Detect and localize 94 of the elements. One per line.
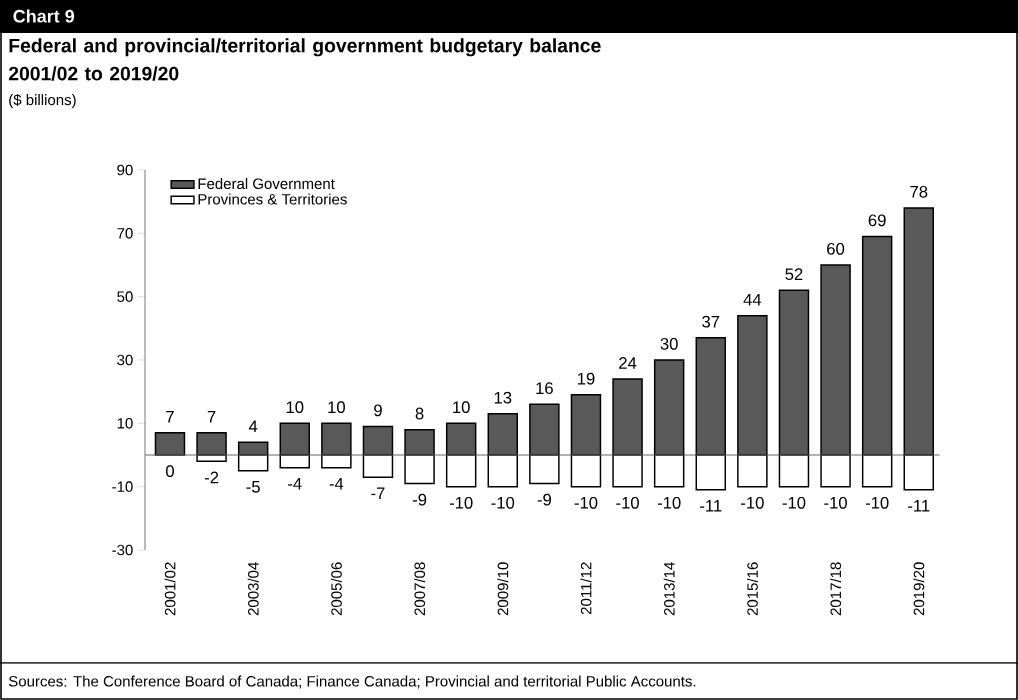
data-label: -7 bbox=[371, 487, 385, 499]
data-label: -5 bbox=[246, 481, 260, 493]
x-tick-label: 2015/16 bbox=[746, 562, 758, 616]
y-tick-label: 70 bbox=[117, 228, 133, 239]
bar bbox=[570, 454, 602, 488]
legend-label: Federal Government bbox=[198, 178, 335, 190]
data-label: -10 bbox=[449, 496, 473, 509]
data-label: 0 bbox=[165, 465, 174, 478]
data-label: 24 bbox=[619, 357, 637, 369]
bar bbox=[487, 454, 518, 488]
bar bbox=[861, 454, 893, 488]
data-label: -10 bbox=[574, 496, 598, 509]
data-label: -10 bbox=[865, 496, 889, 509]
bar bbox=[487, 413, 518, 456]
bar bbox=[861, 235, 893, 456]
bar bbox=[321, 422, 352, 456]
chart-subtitle: Federal and provincial/territorial government budgetary balance 2001/02 to 2019/20 bbox=[8, 38, 601, 81]
bar bbox=[612, 454, 643, 488]
y-tick-label: -10 bbox=[112, 481, 133, 492]
y-tick-label: 10 bbox=[117, 418, 133, 429]
bar bbox=[237, 454, 269, 472]
data-label: -2 bbox=[204, 471, 219, 484]
data-label: -9 bbox=[412, 493, 427, 506]
bar bbox=[653, 359, 685, 456]
bar bbox=[154, 432, 186, 456]
bar bbox=[903, 454, 934, 491]
x-tick-label: 2007/08 bbox=[414, 562, 426, 616]
bar bbox=[695, 337, 727, 456]
data-label: -9 bbox=[537, 493, 551, 506]
data-label: -4 bbox=[288, 477, 302, 490]
y-tick-label: -30 bbox=[112, 544, 133, 556]
bar bbox=[695, 454, 727, 491]
bar bbox=[404, 454, 435, 485]
bar bbox=[529, 403, 560, 456]
y-tick-label: 90 bbox=[117, 164, 133, 176]
data-label: 19 bbox=[577, 372, 595, 385]
x-tick-label: 2013/14 bbox=[663, 562, 675, 616]
data-label: 37 bbox=[702, 315, 720, 328]
bar bbox=[404, 428, 435, 456]
data-label: 7 bbox=[166, 411, 174, 423]
source-note: Sources: The Conference Board of Canada; Finance Canada; Provincial and territorial Public Accounts. bbox=[8, 675, 696, 689]
data-label: 69 bbox=[868, 214, 886, 227]
legend-label: Provinces & Territories bbox=[198, 193, 347, 205]
bar bbox=[778, 454, 810, 488]
x-tick-label: 2003/04 bbox=[247, 562, 259, 616]
bar bbox=[362, 454, 394, 478]
x-tick-label: 2017/18 bbox=[830, 562, 842, 616]
bar bbox=[196, 432, 227, 456]
bar bbox=[279, 422, 311, 456]
data-label: 10 bbox=[286, 401, 304, 414]
y-axis-title: ($ billions) bbox=[9, 93, 76, 109]
bar bbox=[737, 314, 768, 456]
data-label: 13 bbox=[494, 391, 512, 404]
bar bbox=[445, 454, 477, 488]
bar bbox=[778, 289, 810, 456]
data-label: -4 bbox=[329, 477, 344, 490]
x-tick-label: 2019/20 bbox=[913, 562, 925, 616]
bar bbox=[820, 454, 851, 488]
x-tick-label: 2005/06 bbox=[330, 562, 342, 616]
data-label: 8 bbox=[415, 407, 424, 420]
data-label: -10 bbox=[616, 496, 639, 509]
bar bbox=[529, 454, 560, 485]
data-label: -10 bbox=[782, 496, 806, 509]
bar bbox=[820, 264, 851, 456]
data-label: -11 bbox=[700, 500, 722, 512]
data-label: 60 bbox=[827, 242, 845, 255]
data-label: 10 bbox=[453, 401, 470, 414]
bar bbox=[362, 425, 394, 456]
data-label: 78 bbox=[910, 185, 928, 198]
data-label: -10 bbox=[657, 496, 681, 509]
bar bbox=[653, 454, 685, 488]
bar bbox=[445, 422, 477, 456]
x-tick-label: 2009/10 bbox=[497, 562, 509, 616]
y-tick-label: 50 bbox=[117, 291, 133, 302]
data-label: 44 bbox=[743, 293, 762, 306]
data-label: -11 bbox=[908, 500, 930, 512]
data-label: 10 bbox=[328, 401, 345, 414]
chart-title: Chart 9 bbox=[13, 9, 75, 23]
data-label: 9 bbox=[374, 404, 382, 417]
x-tick-label: 2001/02 bbox=[164, 562, 176, 616]
bar bbox=[570, 394, 602, 456]
bar bbox=[612, 378, 643, 456]
bar bbox=[903, 207, 934, 456]
y-tick-label: 30 bbox=[117, 354, 133, 366]
data-label: 52 bbox=[785, 268, 803, 281]
data-label: -10 bbox=[741, 496, 764, 509]
data-label: 7 bbox=[207, 411, 216, 423]
data-label: -10 bbox=[491, 496, 515, 509]
data-label: 4 bbox=[248, 420, 258, 433]
bar bbox=[737, 454, 768, 488]
data-label: 30 bbox=[660, 337, 678, 350]
data-label: -10 bbox=[824, 496, 847, 509]
data-label: 16 bbox=[536, 382, 553, 395]
x-tick-label: 2011/12 bbox=[580, 562, 592, 615]
